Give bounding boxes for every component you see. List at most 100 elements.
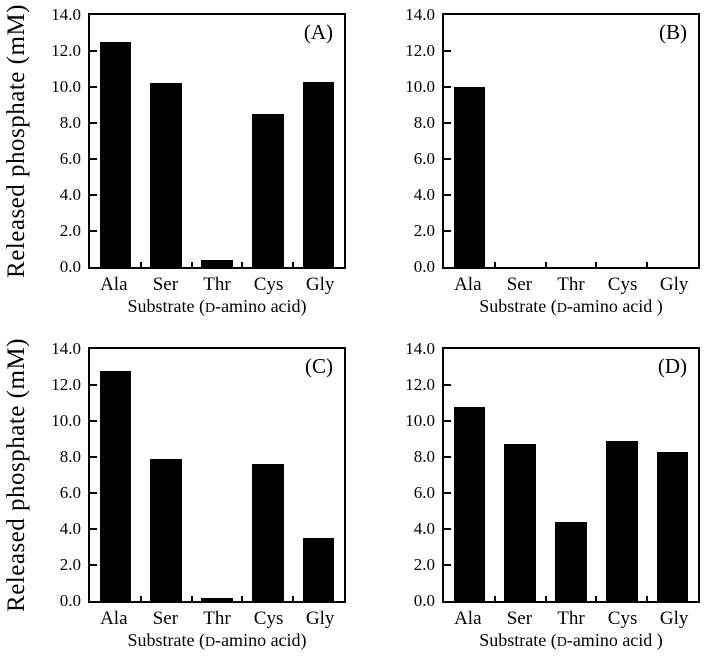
y-tick-label: 4.0 [59, 519, 81, 538]
y-tick-label: 14.0 [51, 5, 81, 24]
x-category-label: Gly [659, 608, 689, 629]
x-category-labels: Ala Ser Thr Cys Gly [88, 274, 346, 295]
x-tick [241, 262, 244, 267]
y-axis-title: Released phosphate (mM) [3, 4, 30, 278]
x-category-label: Cys [607, 274, 638, 295]
x-tick [595, 262, 598, 267]
x-tick [241, 596, 244, 601]
y-tick-label: 8.0 [413, 447, 435, 466]
y-tick [90, 158, 97, 160]
bar-thr [555, 521, 587, 601]
y-tick-label: 12.0 [51, 375, 81, 394]
x-category-label: Ser [506, 274, 533, 295]
y-tick-label: 8.0 [59, 447, 81, 466]
y-tick-label: 8.0 [59, 113, 81, 132]
x-tick [595, 596, 598, 601]
chart-row: 0.0 2.0 4.0 6.0 8.0 10.0 12.0 14.0 (B) [354, 6, 708, 276]
panel-letter: (B) [659, 20, 687, 44]
y-tick-label: 8.0 [413, 113, 435, 132]
panel-b: 0.0 2.0 4.0 6.0 8.0 10.0 12.0 14.0 (B) Ala Ser Thr C… [354, 0, 708, 328]
x-category-label: Ala [100, 608, 128, 629]
y-axis-title-area: Released phosphate (mM) [0, 338, 34, 612]
y-tick [444, 230, 451, 232]
y-tick-label: 0.0 [413, 257, 435, 276]
y-tick-label: 12.0 [405, 41, 435, 60]
bar-ser [150, 83, 182, 267]
x-tick [646, 596, 649, 601]
y-axis-title-area: Released phosphate (mM) [0, 4, 34, 278]
y-tick [444, 492, 451, 494]
bar-ser [504, 444, 536, 601]
y-tick-label: 0.0 [59, 591, 81, 610]
panel-a: Released phosphate (mM) 0.0 2.0 4.0 6.0 8.0 10… [0, 0, 354, 328]
x-axis-title: Substrate (D-amino acid ) [479, 296, 663, 316]
y-tick [90, 230, 97, 232]
chart-row: 0.0 2.0 4.0 6.0 8.0 10.0 12.0 14.0 (D) [354, 340, 708, 610]
y-tick-labels: 0.0 2.0 4.0 6.0 8.0 10.0 12.0 14.0 [388, 6, 442, 276]
x-tick [646, 262, 649, 267]
y-tick [90, 384, 97, 386]
y-tick-label: 6.0 [59, 149, 81, 168]
y-tick-label: 0.0 [59, 257, 81, 276]
x-category-label: Ala [454, 608, 482, 629]
x-category-label: Ala [100, 274, 128, 295]
x-category-label: Thr [557, 608, 585, 629]
y-tick [444, 122, 451, 124]
x-tick [292, 596, 295, 601]
x-category-labels: Ala Ser Thr Cys Gly [88, 608, 346, 629]
y-tick [90, 86, 97, 88]
smallcap-d: D [556, 634, 567, 650]
y-tick-labels: 0.0 2.0 4.0 6.0 8.0 10.0 12.0 14.0 [388, 340, 442, 610]
y-tick-label: 4.0 [413, 185, 435, 204]
y-tick [90, 50, 97, 52]
y-axis-title-area [354, 347, 388, 603]
y-tick-label: 0.0 [413, 591, 435, 610]
y-tick [90, 456, 97, 458]
y-tick [444, 194, 451, 196]
y-tick [444, 420, 451, 422]
bar-gly [302, 538, 335, 601]
x-category-label: Cys [253, 274, 284, 295]
y-tick-label: 14.0 [51, 339, 81, 358]
bar-ala [453, 406, 486, 601]
x-tick [493, 596, 496, 601]
x-axis-title: Substrate (D-amino acid) [127, 296, 307, 316]
x-tick [493, 262, 496, 267]
panel-letter: (C) [305, 354, 333, 378]
y-tick [90, 492, 97, 494]
x-category-label: Ser [152, 608, 179, 629]
y-tick-label: 14.0 [405, 339, 435, 358]
y-axis-title: Released phosphate (mM) [3, 338, 30, 612]
panel-letter: (A) [303, 20, 333, 44]
x-axis-title: Substrate (D-amino acid) [127, 630, 307, 650]
x-category-labels: Ala Ser Thr Cys Gly [442, 274, 700, 295]
x-category-label: Gly [305, 274, 335, 295]
smallcap-d: D [204, 300, 216, 316]
x-tick [544, 262, 547, 267]
chart-row: Released phosphate (mM) 0.0 2.0 4.0 6.0 8.0 10… [0, 4, 354, 278]
y-tick-label: 4.0 [413, 519, 435, 538]
plot-area: (A) [88, 13, 346, 269]
smallcap-d: D [204, 634, 216, 650]
y-tick [444, 50, 451, 52]
y-tick [444, 528, 451, 530]
x-category-label: Cys [607, 608, 638, 629]
y-tick [90, 564, 97, 566]
y-tick [90, 528, 97, 530]
x-category-label: Cys [253, 608, 284, 629]
x-tick [190, 596, 193, 601]
x-category-label: Gly [305, 608, 335, 629]
x-tick [190, 262, 193, 267]
bar-cys [606, 440, 638, 601]
y-tick-labels: 0.0 2.0 4.0 6.0 8.0 10.0 12.0 14.0 [34, 6, 88, 276]
y-tick [90, 194, 97, 196]
panel-d: 0.0 2.0 4.0 6.0 8.0 10.0 12.0 14.0 (D) Ala Ser Thr C… [354, 328, 708, 656]
plot-area: (C) [88, 347, 346, 603]
y-tick-label: 14.0 [405, 5, 435, 24]
y-tick [90, 122, 97, 124]
y-tick-label: 6.0 [413, 483, 435, 502]
y-tick-label: 2.0 [59, 221, 81, 240]
bar-ser [150, 458, 182, 601]
panel-letter: (D) [657, 354, 687, 378]
